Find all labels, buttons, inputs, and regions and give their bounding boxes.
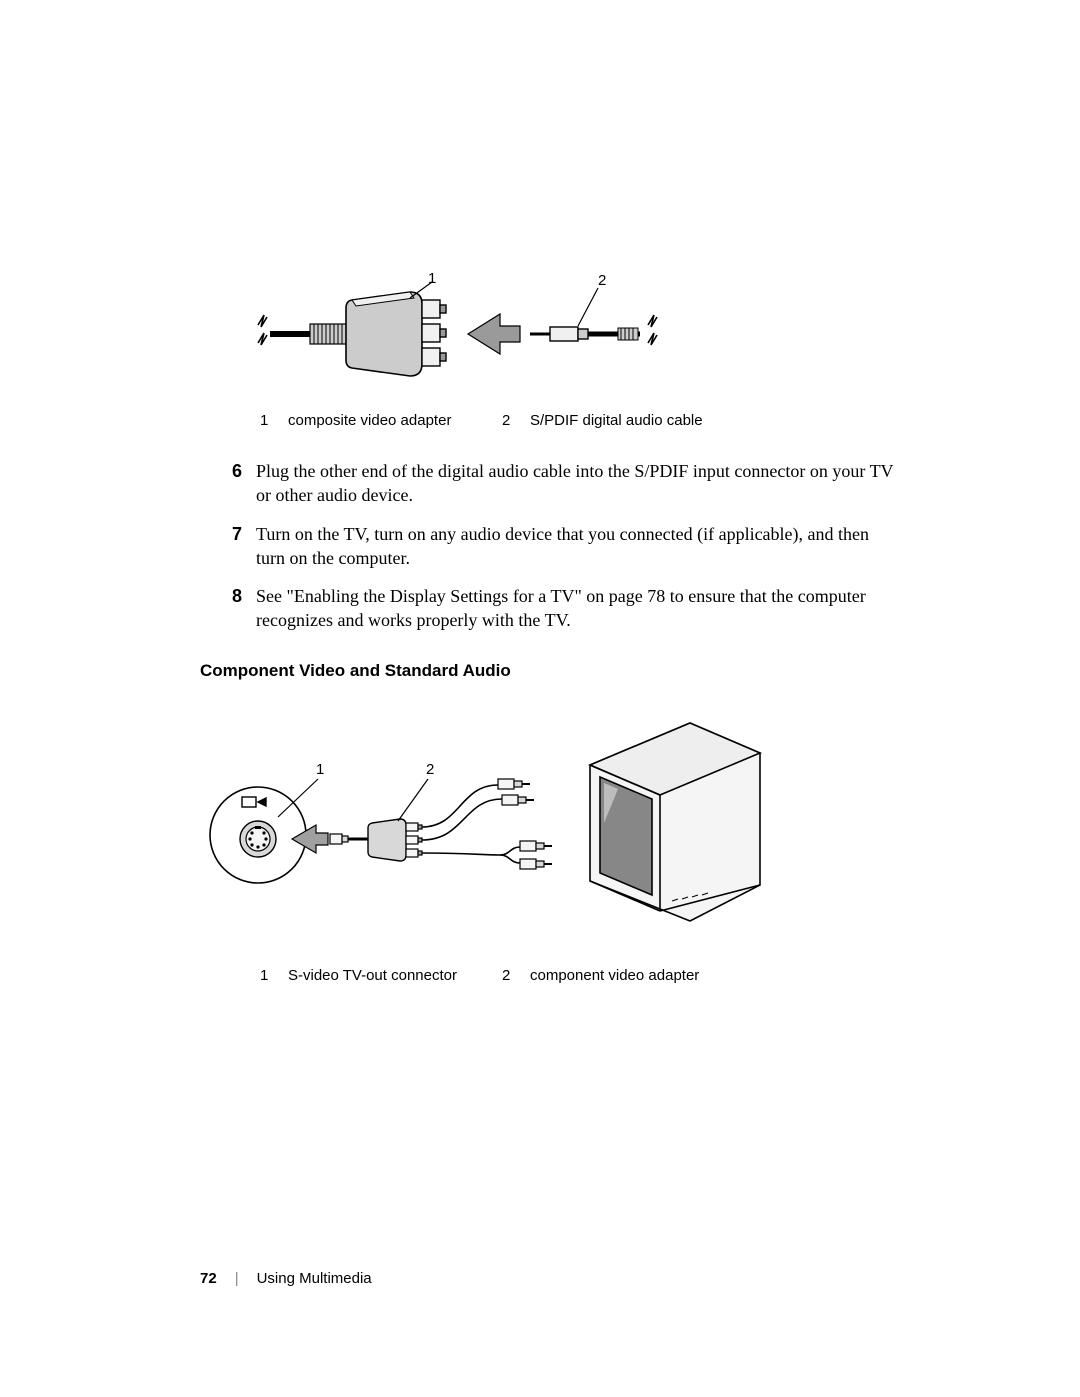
page-footer: 72 | Using Multimedia	[200, 1270, 372, 1287]
footer-section: Using Multimedia	[257, 1270, 372, 1287]
page-number: 72	[200, 1270, 217, 1287]
callout-label-1: 1	[316, 761, 324, 778]
step-number: 8	[220, 584, 256, 633]
legend-text: S/PDIF digital audio cable	[530, 412, 730, 429]
figure2-legend: 1 S-video TV-out connector 2 component v…	[260, 967, 900, 984]
legend-text: component video adapter	[530, 967, 730, 984]
figure1-legend: 1 composite video adapter 2 S/PDIF digit…	[260, 412, 900, 429]
step-text: Turn on the TV, turn on any audio device…	[256, 522, 900, 571]
legend-text: S-video TV-out connector	[288, 967, 488, 984]
step-item: 8 See "Enabling the Display Settings for…	[220, 584, 900, 633]
diagram-adapter-cable-icon	[200, 270, 900, 400]
diagram-component-tv-icon	[200, 705, 900, 955]
step-text: Plug the other end of the digital audio …	[256, 459, 900, 508]
step-item: 6 Plug the other end of the digital audi…	[220, 459, 900, 508]
step-number: 6	[220, 459, 256, 508]
step-text: See "Enabling the Display Settings for a…	[256, 584, 900, 633]
legend-num: 1	[260, 967, 274, 984]
footer-divider: |	[235, 1270, 239, 1287]
legend-text: composite video adapter	[288, 412, 488, 429]
callout-label-2: 2	[598, 272, 606, 289]
step-number: 7	[220, 522, 256, 571]
instruction-steps: 6 Plug the other end of the digital audi…	[220, 459, 900, 633]
callout-label-2: 2	[426, 761, 434, 778]
legend-num: 1	[260, 412, 274, 429]
figure-composite-spdif: 1 2	[200, 270, 900, 400]
legend-num: 2	[502, 967, 516, 984]
callout-label-1: 1	[428, 270, 436, 287]
step-item: 7 Turn on the TV, turn on any audio devi…	[220, 522, 900, 571]
legend-num: 2	[502, 412, 516, 429]
figure-component-video: 1 2	[200, 705, 900, 955]
section-subheading: Component Video and Standard Audio	[200, 661, 900, 681]
